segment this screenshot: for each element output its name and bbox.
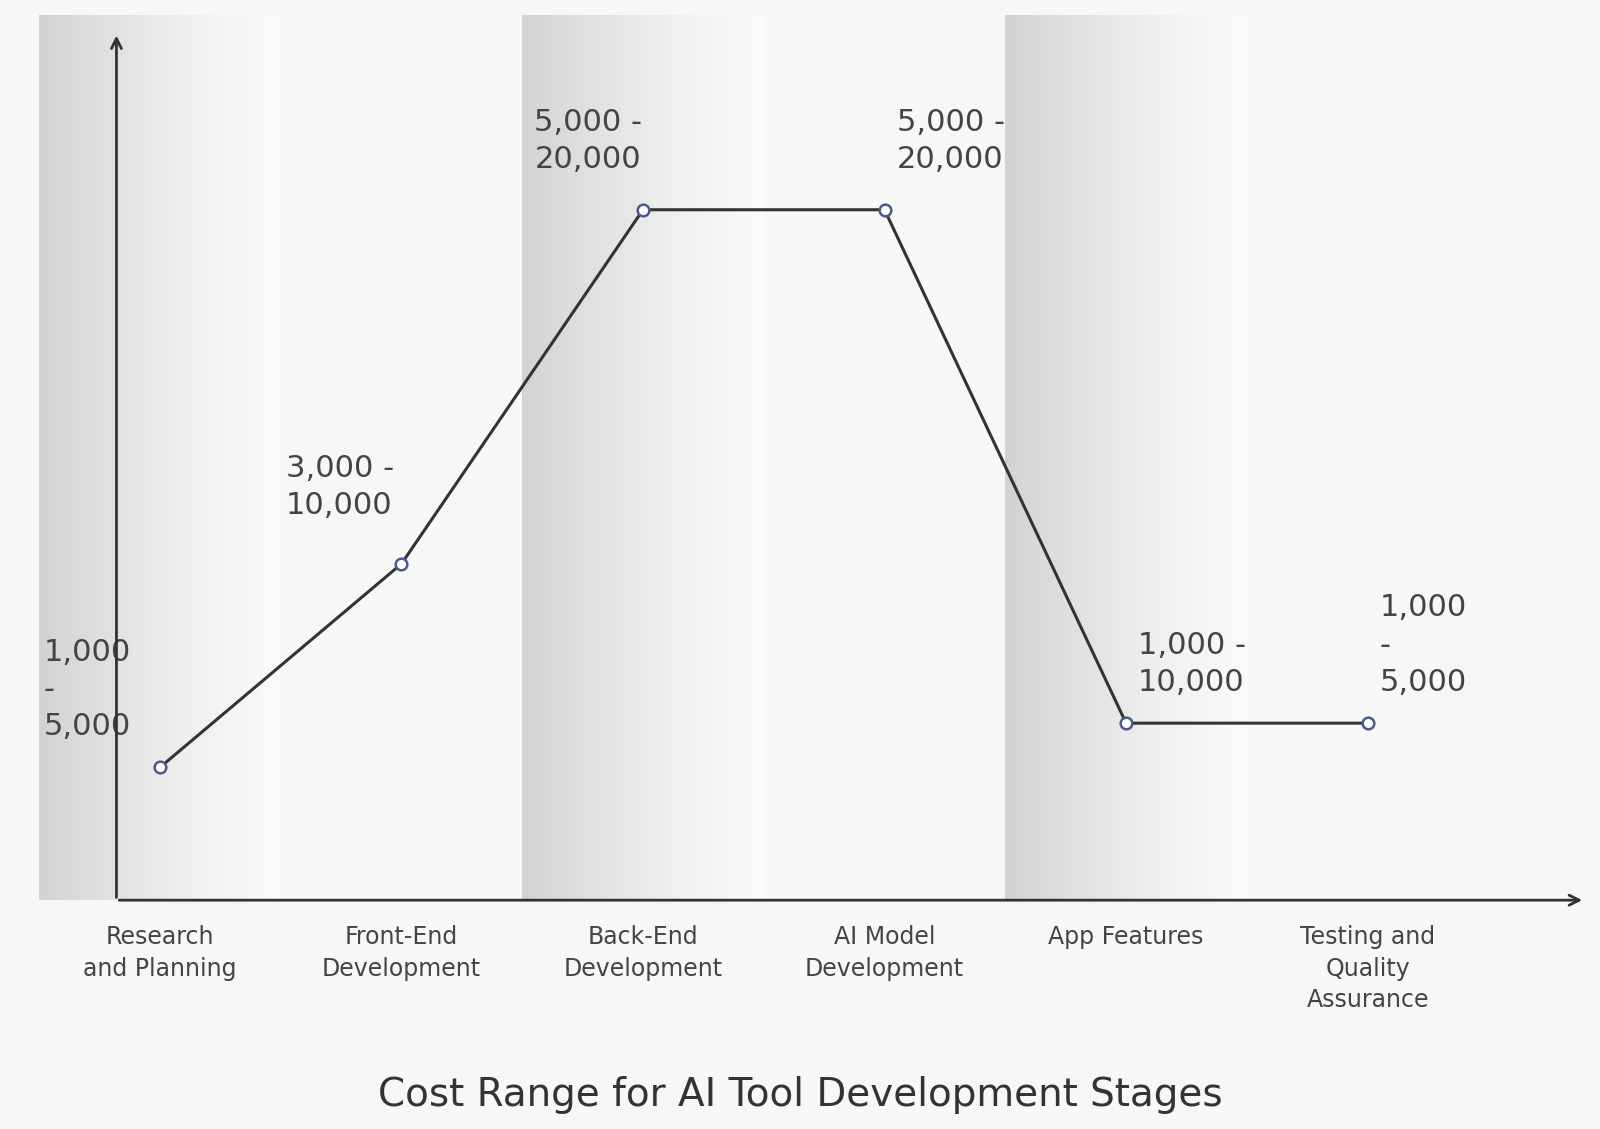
Text: 1,000 -
10,000: 1,000 - 10,000 xyxy=(1138,630,1246,697)
Point xyxy=(872,201,898,219)
Text: 1,000
-
5,000: 1,000 - 5,000 xyxy=(1379,594,1467,697)
Point xyxy=(1114,715,1139,733)
Text: Cost Range for AI Tool Development Stages: Cost Range for AI Tool Development Stage… xyxy=(378,1076,1222,1114)
Point xyxy=(630,201,656,219)
Text: 3,000 -
10,000: 3,000 - 10,000 xyxy=(285,454,394,519)
Text: 5,000 -
20,000: 5,000 - 20,000 xyxy=(534,108,642,174)
Point xyxy=(389,554,414,572)
Text: 5,000 -
20,000: 5,000 - 20,000 xyxy=(896,108,1005,174)
Text: 1,000
-
5,000: 1,000 - 5,000 xyxy=(43,638,131,741)
Point xyxy=(1355,715,1381,733)
Point xyxy=(147,759,173,777)
